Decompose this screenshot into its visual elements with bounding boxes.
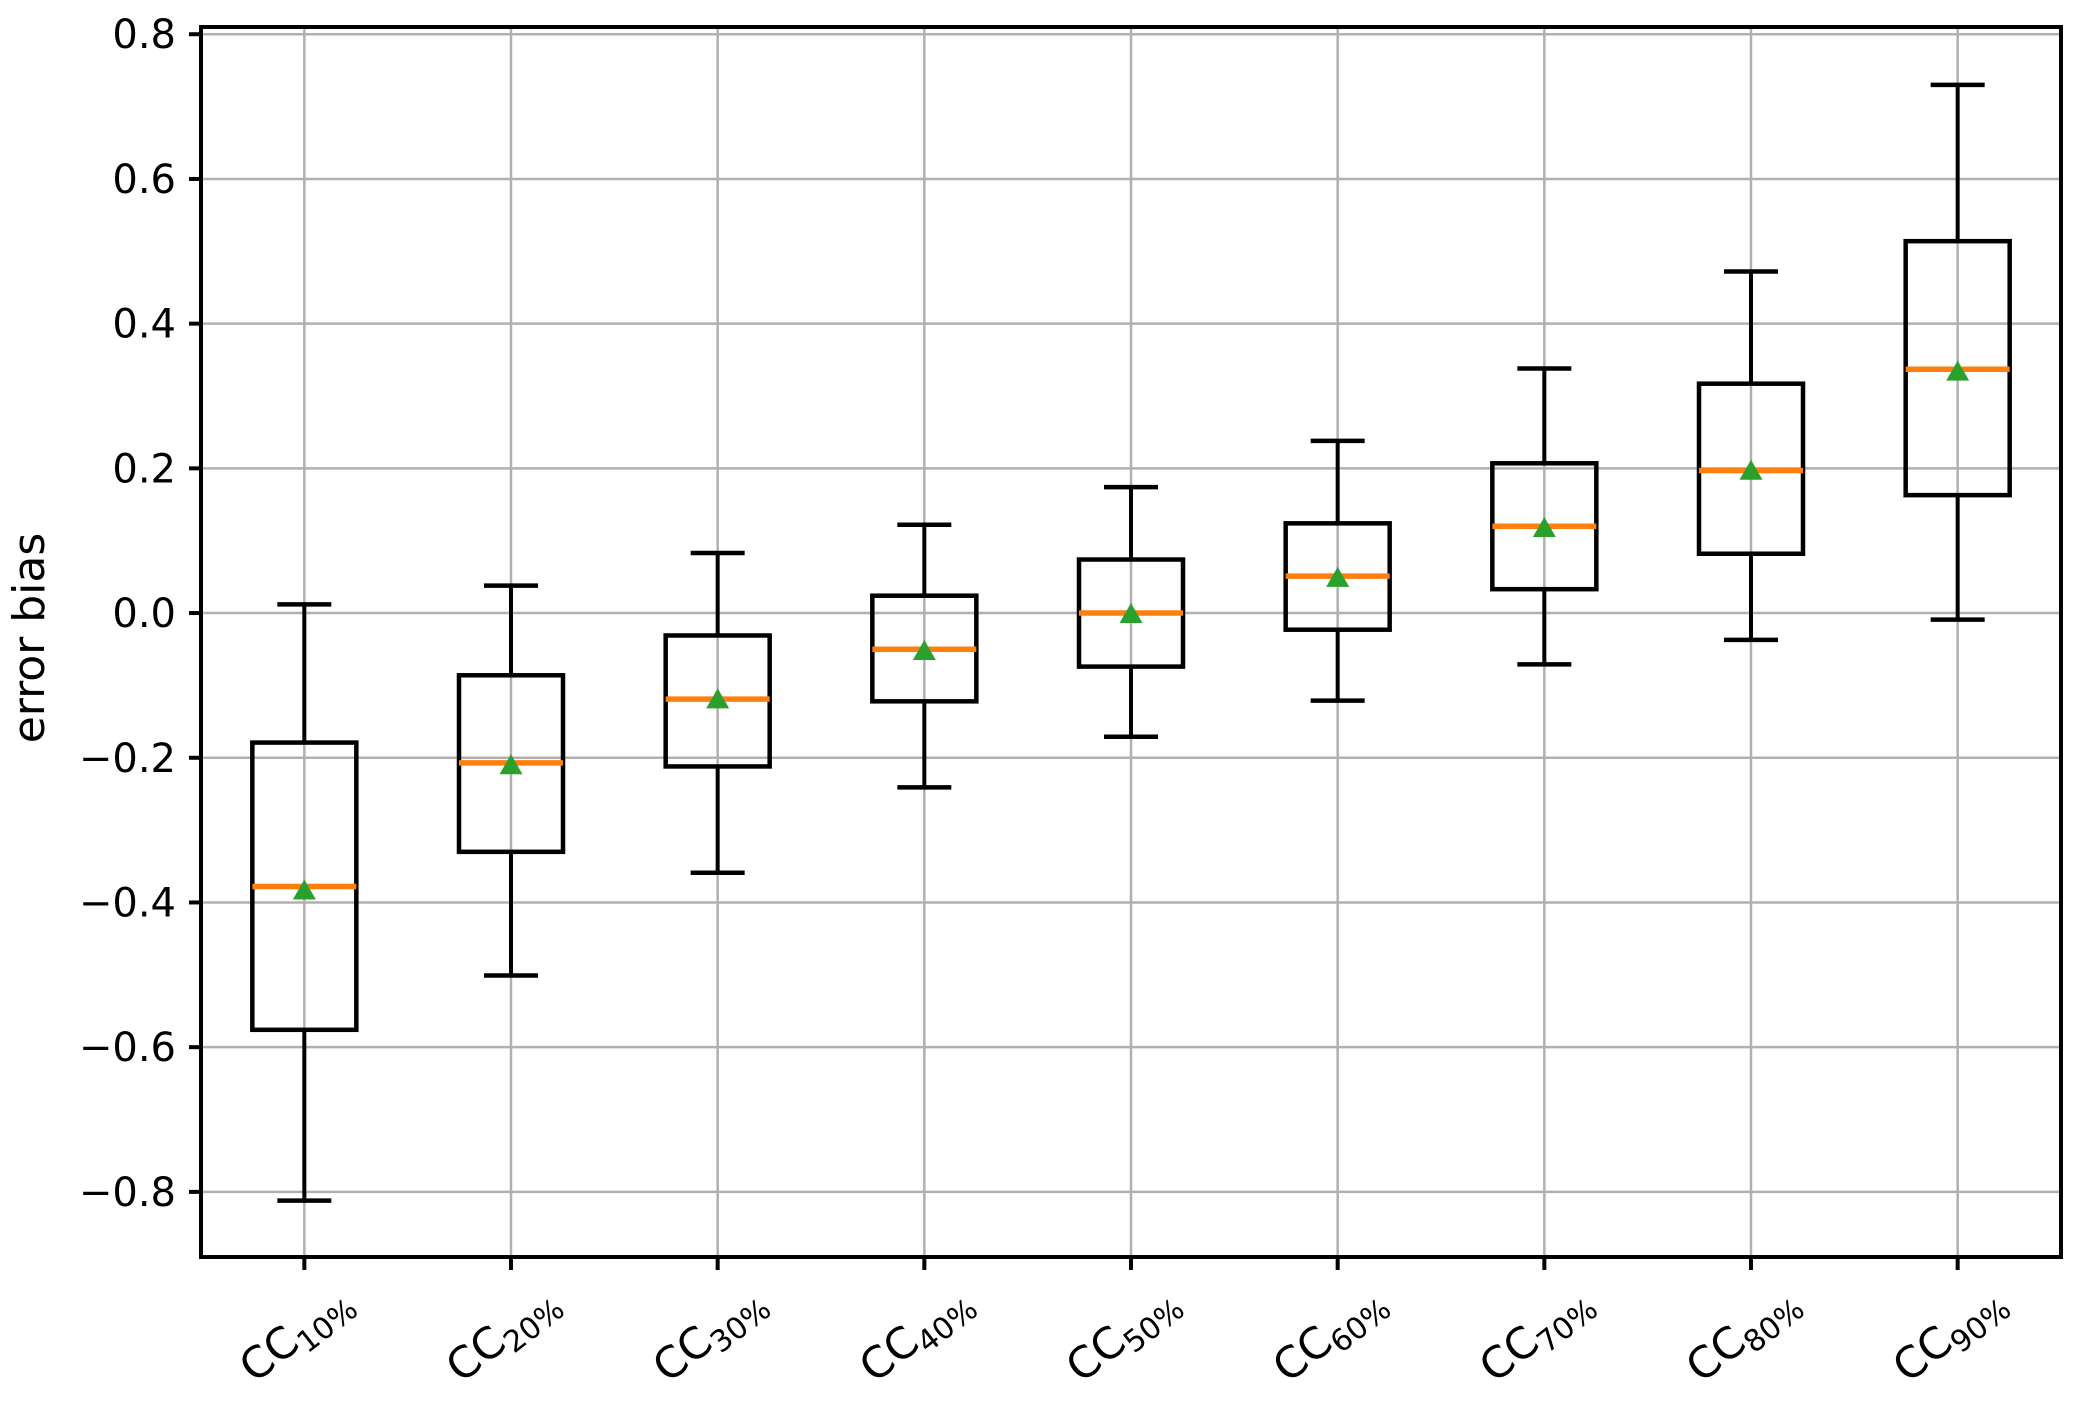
mean-triangle-icon (1326, 566, 1350, 587)
y-tick-label: 0.4 (112, 302, 176, 348)
y-tick-label: 0.0 (112, 591, 176, 637)
mean-triangle-icon (1946, 360, 1970, 381)
mean-triangle-icon (1532, 516, 1556, 537)
x-tick-label: CC70% (1470, 1275, 1604, 1397)
mean-triangle-icon (1119, 603, 1143, 624)
x-tick-label: CC10% (230, 1275, 364, 1397)
boxplot-CC90% (1903, 82, 2012, 622)
y-tick-label: 0.6 (112, 157, 176, 203)
boxplot-CC60% (1283, 438, 1392, 703)
y-axis-label: error bias (4, 533, 55, 744)
x-tick-label: CC60% (1264, 1275, 1398, 1397)
mean-triangle-icon (706, 688, 730, 709)
mean-triangle-icon (912, 639, 936, 660)
boxplot-CC20% (456, 583, 566, 978)
y-tick-label: 0.2 (112, 446, 176, 492)
y-tick-label: 0.8 (112, 12, 176, 58)
x-tick-label: CC20% (437, 1275, 571, 1397)
boxplot-CC70% (1490, 366, 1599, 667)
y-tick-label: −0.2 (79, 736, 176, 782)
y-tick-label: −0.6 (79, 1025, 176, 1071)
boxplot-layer (250, 82, 2012, 1203)
x-tick-label: CC30% (644, 1275, 778, 1397)
y-tick-label: −0.4 (79, 880, 176, 926)
boxplot-CC30% (663, 550, 772, 876)
x-tick-label: CC40% (850, 1275, 984, 1397)
mean-triangle-icon (499, 754, 523, 775)
mean-triangle-icon (292, 879, 316, 900)
mean-triangle-icon (1739, 459, 1763, 480)
y-tick-label: −0.8 (79, 1170, 176, 1216)
x-tick-label: CC50% (1057, 1275, 1191, 1397)
boxplot-CC50% (1076, 484, 1186, 740)
boxplot-CC80% (1696, 269, 1806, 643)
x-tick-label: CC90% (1884, 1275, 2018, 1397)
boxplot-CC40% (870, 522, 979, 790)
boxplot-CC10% (250, 602, 359, 1203)
grid-layer (201, 27, 2061, 1257)
ticks-layer: 0.8 0.6 0.4 0.2 0.0 −0.2 −0.4 −0.6 −0.8 CC10% CC20… (79, 12, 2018, 1397)
x-tick-label: CC80% (1677, 1275, 1811, 1397)
